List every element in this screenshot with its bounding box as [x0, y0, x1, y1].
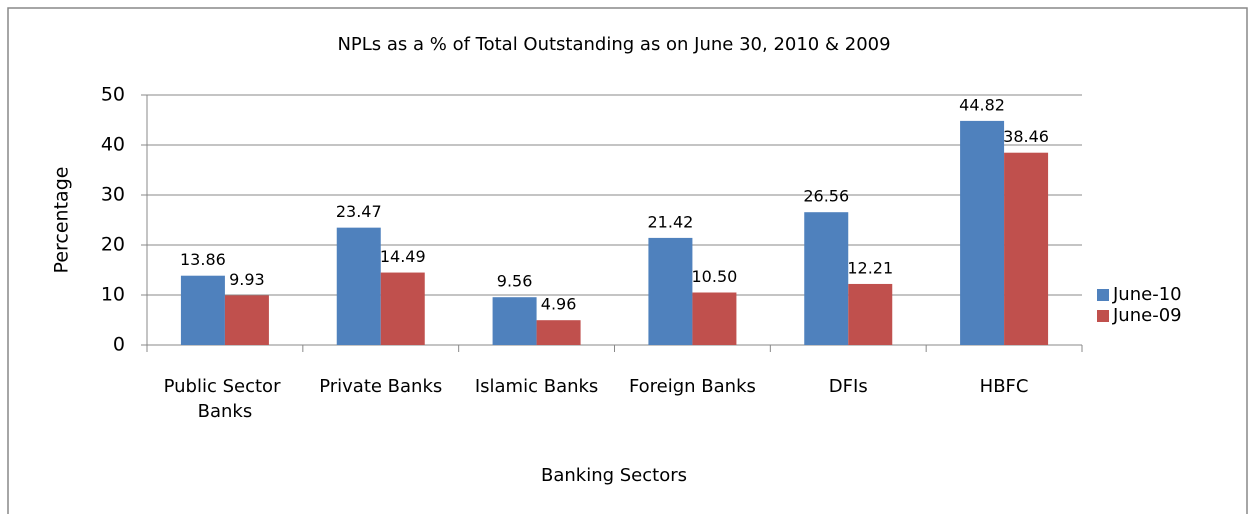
data-label: 10.50	[692, 267, 738, 286]
bar	[180, 275, 225, 345]
data-label: 38.46	[1003, 127, 1049, 146]
chart-title: NPLs as a % of Total Outstanding as on J…	[337, 34, 890, 55]
bar	[648, 237, 693, 345]
x-tick-label: DFIs	[829, 376, 868, 397]
bar	[536, 320, 581, 345]
data-label: 26.56	[803, 187, 849, 206]
x-tick-label: HBFC	[980, 376, 1029, 397]
x-tick-label: Islamic Banks	[475, 376, 598, 397]
y-tick-label: 20	[101, 234, 125, 256]
bar	[336, 227, 381, 345]
x-axis-label: Banking Sectors	[541, 465, 687, 486]
data-label: 14.49	[380, 247, 426, 266]
data-label: 23.47	[336, 202, 382, 221]
legend-swatch	[1097, 310, 1109, 322]
x-tick-label: Private Banks	[319, 376, 442, 397]
bar	[1004, 152, 1049, 345]
data-label: 12.21	[847, 258, 893, 277]
bar	[848, 283, 893, 345]
y-tick-label: 40	[101, 134, 125, 156]
data-label: 21.42	[648, 212, 694, 231]
data-label: 44.82	[959, 95, 1005, 114]
y-tick-label: 50	[101, 84, 125, 106]
bar	[492, 297, 537, 345]
y-tick-label: 0	[113, 334, 125, 356]
legend-label: June-10	[1112, 284, 1182, 305]
legend-swatch	[1097, 289, 1109, 301]
data-label: 9.56	[497, 272, 533, 291]
legend-label: June-09	[1112, 305, 1182, 326]
data-label: 13.86	[180, 250, 226, 269]
x-tick-label: Foreign Banks	[629, 376, 756, 397]
data-label: 4.96	[541, 295, 577, 314]
bar	[960, 120, 1005, 346]
y-tick-label: 30	[101, 184, 125, 206]
bar	[380, 272, 425, 345]
y-axis-label: Percentage	[51, 167, 73, 274]
bar	[692, 292, 737, 345]
y-tick-label: 10	[101, 284, 125, 306]
data-label: 9.93	[229, 270, 265, 289]
bar	[804, 212, 849, 345]
x-tick-label: Public Sector Banks	[164, 376, 287, 422]
bar	[224, 295, 269, 345]
